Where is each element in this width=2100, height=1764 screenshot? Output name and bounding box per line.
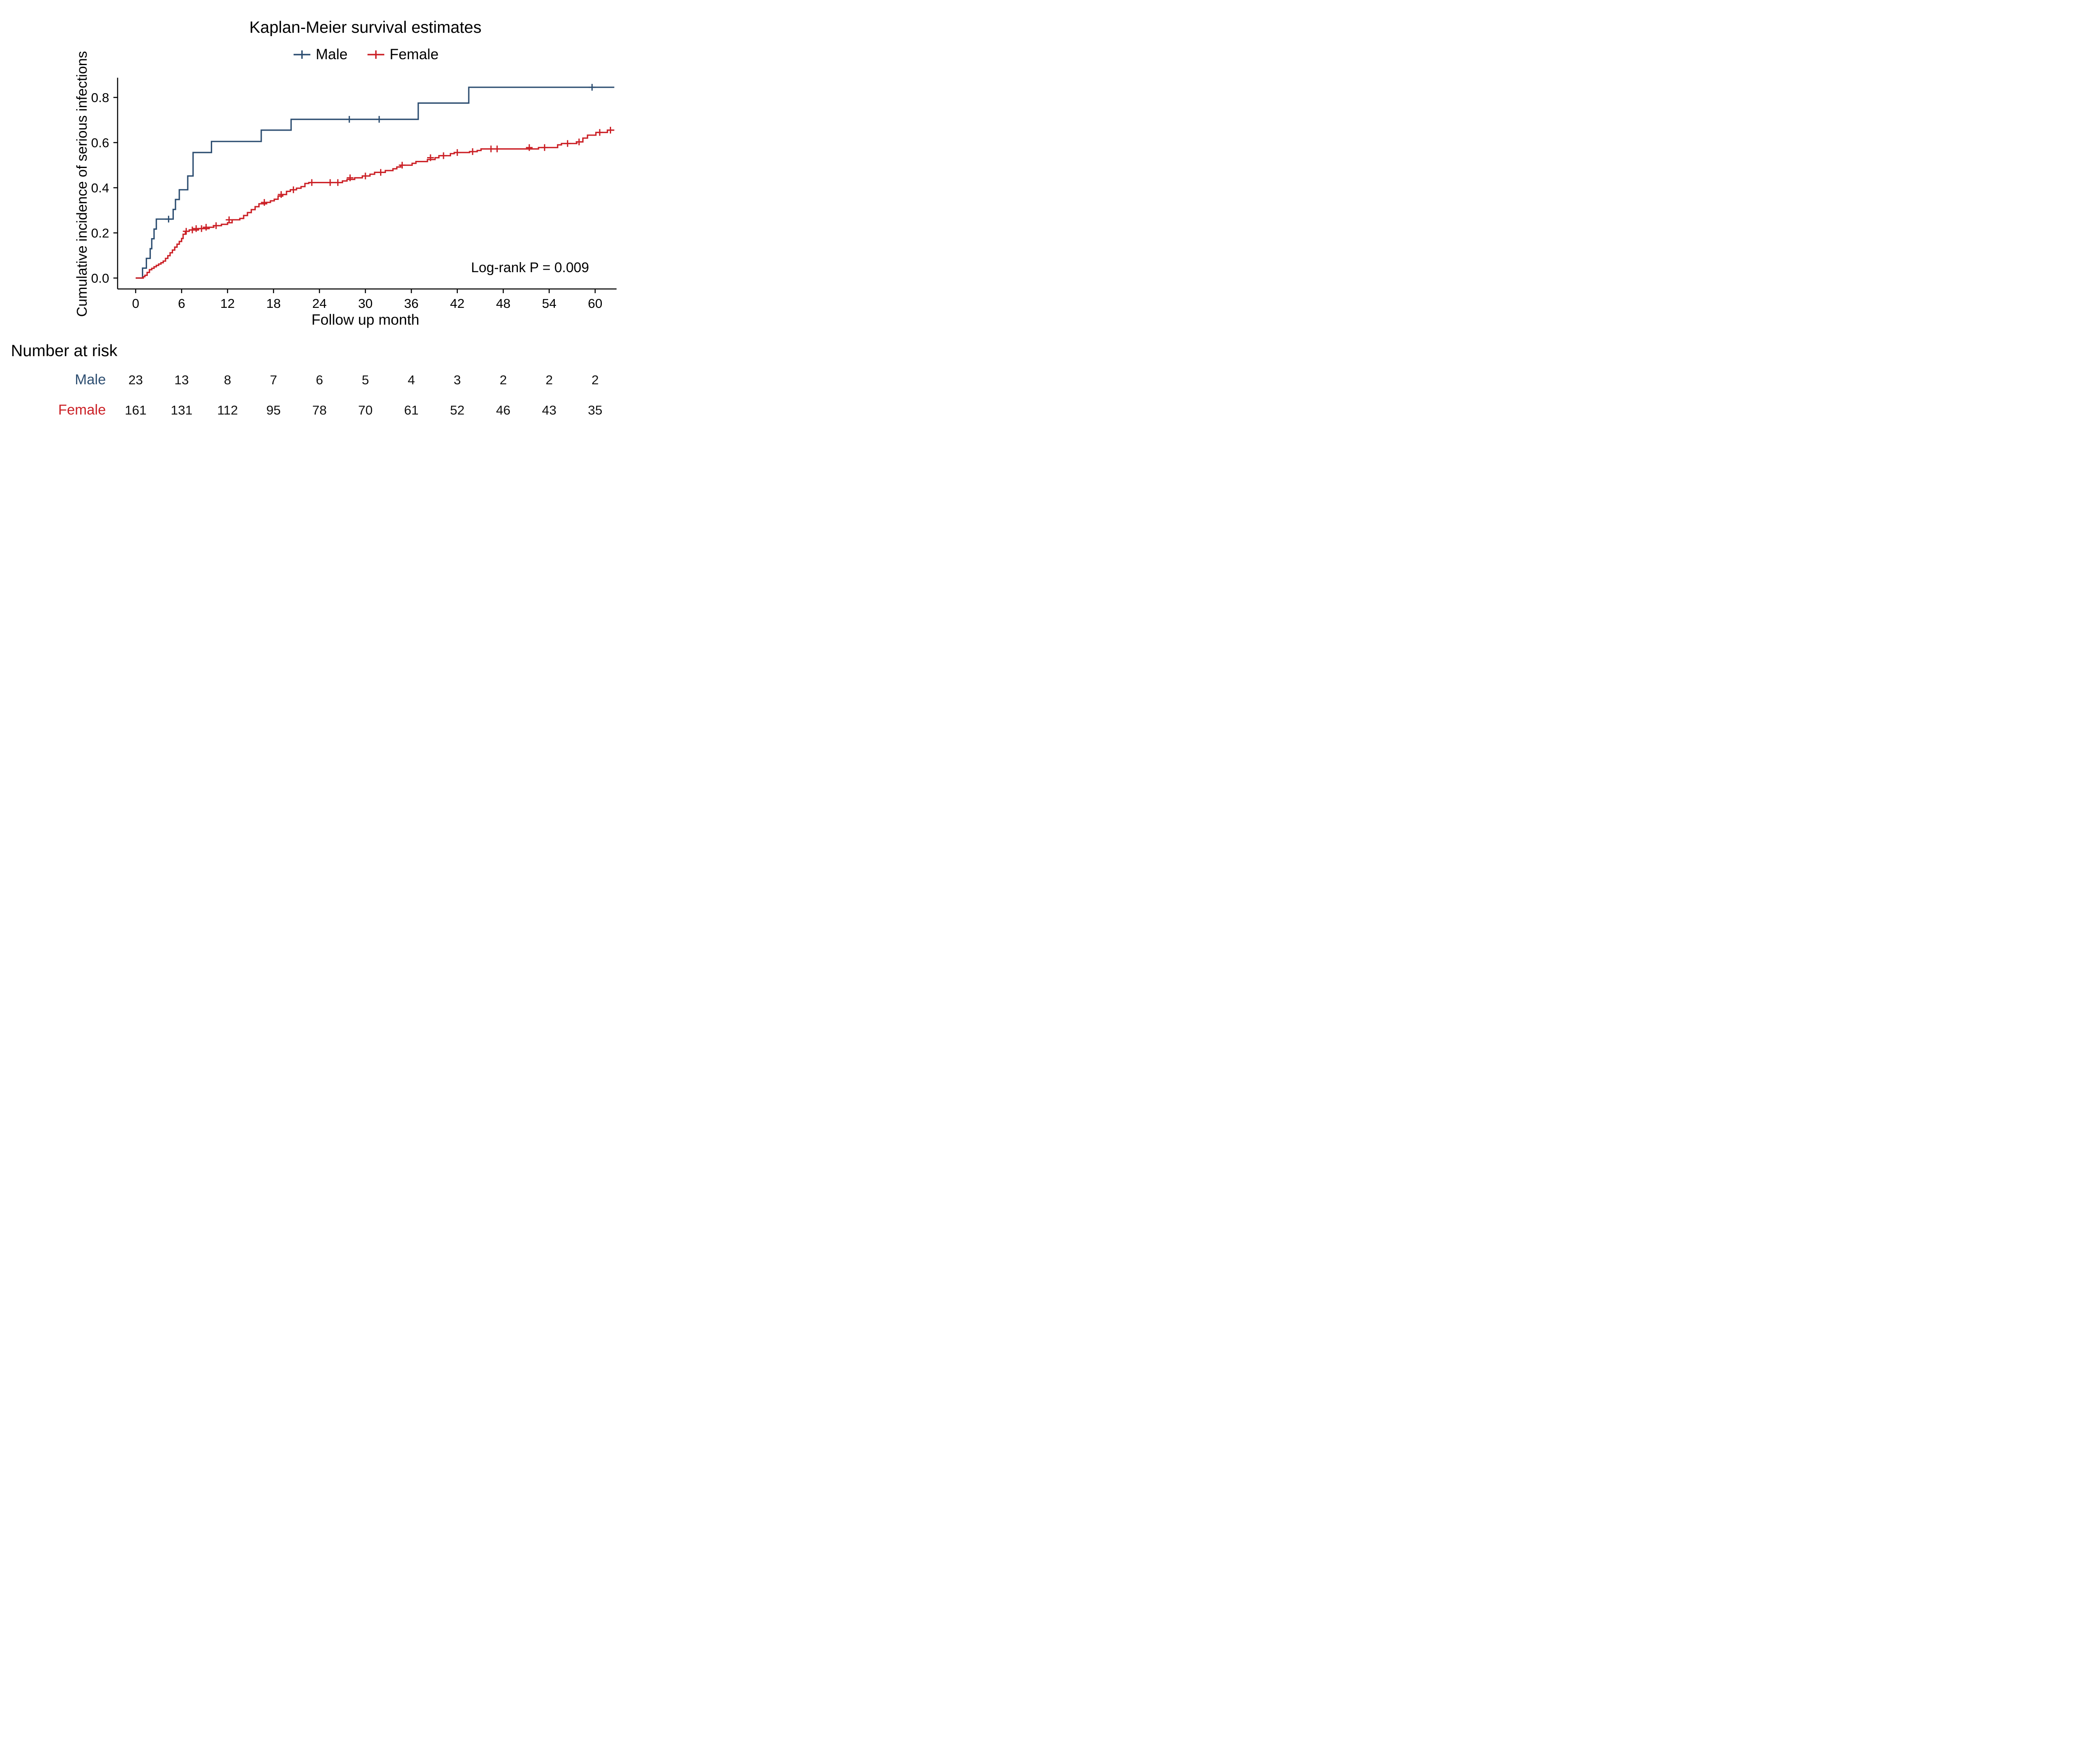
y-tick-label: 0.8 [91, 90, 109, 105]
x-tick-label: 42 [450, 296, 465, 311]
risk-row-label-male: Male [75, 372, 106, 388]
male-curve [136, 87, 614, 279]
risk-count-female-m18: 95 [266, 403, 281, 417]
x-tick-label: 24 [312, 296, 326, 311]
x-tick-label: 18 [266, 296, 281, 311]
risk-count-male-m42: 3 [454, 373, 461, 387]
km-figure: Kaplan-Meier survival estimates Male Fema… [0, 0, 630, 441]
risk-count-female-m30: 70 [358, 403, 373, 417]
x-tick-label: 12 [220, 296, 235, 311]
legend-item-female: Female [366, 46, 439, 63]
risk-count-female-m42: 52 [450, 403, 465, 417]
risk-count-female-m36: 61 [404, 403, 419, 417]
y-tick-label: 0.6 [91, 136, 109, 150]
x-axis-label: Follow up month [311, 312, 420, 328]
risk-count-female-m12: 112 [217, 403, 238, 417]
x-tick-label: 60 [588, 296, 602, 311]
risk-count-male-m54: 2 [545, 373, 553, 387]
risk-count-male-m24: 6 [315, 373, 323, 387]
x-tick-label: 30 [358, 296, 373, 311]
x-tick-label: 36 [404, 296, 418, 311]
y-tick-label: 0.2 [91, 226, 109, 241]
x-tick-label: 54 [542, 296, 556, 311]
x-tick-label: 48 [496, 296, 510, 311]
risk-count-male-m36: 4 [407, 373, 415, 387]
risk-count-male-m6: 13 [174, 373, 189, 387]
x-tick-label: 6 [178, 296, 185, 311]
risk-row-label-female: Female [58, 402, 106, 418]
legend-label: Male [315, 46, 348, 63]
risk-count-female-m60: 35 [588, 403, 603, 417]
risk-count-male-m48: 2 [499, 373, 507, 387]
risk-count-male-m18: 7 [270, 373, 277, 387]
risk-count-male-m60: 2 [591, 373, 599, 387]
risk-table-title: Number at risk [11, 342, 118, 360]
km-plot-svg: 0.0 0.2 0.4 0.6 0.8 0 6 12 18 24 30 36 42 48 54 60 Log-r… [91, 78, 617, 311]
y-tick-label: 0.4 [91, 181, 109, 195]
risk-count-male-m0: 23 [128, 373, 143, 387]
plus-marker-icon [293, 50, 310, 59]
x-tick-label: 0 [132, 296, 139, 311]
risk-count-female-m0: 161 [125, 403, 147, 417]
female-curve [136, 129, 614, 279]
logrank-annotation: Log-rank P = 0.009 [471, 260, 589, 275]
risk-count-male-m30: 5 [362, 373, 369, 387]
chart-title: Kaplan-Meier survival estimates [249, 18, 482, 37]
plus-marker-icon [367, 50, 384, 59]
risk-count-female-m24: 78 [312, 403, 327, 417]
legend: Male Female [136, 46, 595, 63]
risk-count-female-m48: 46 [496, 403, 511, 417]
y-tick-label: 0.0 [91, 271, 109, 286]
risk-count-female-m54: 43 [542, 403, 556, 417]
legend-label: Female [389, 46, 439, 63]
risk-count-female-m6: 131 [171, 403, 193, 417]
risk-count-male-m12: 8 [224, 373, 231, 387]
legend-item-male: Male [292, 46, 348, 63]
